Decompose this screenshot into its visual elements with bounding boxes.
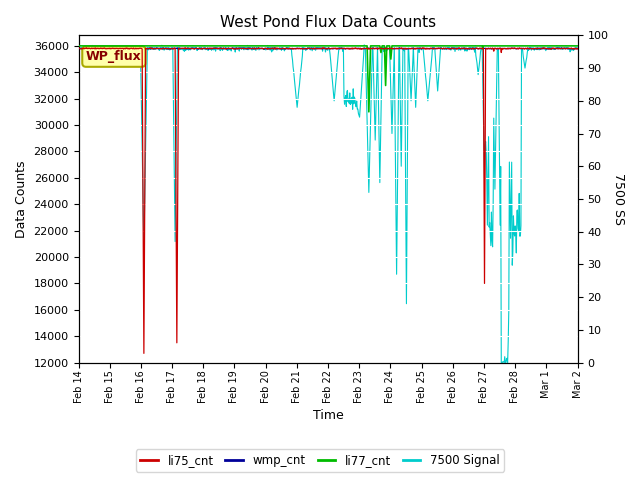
- Y-axis label: 7500 SS: 7500 SS: [612, 173, 625, 225]
- Legend: li75_cnt, wmp_cnt, li77_cnt, 7500 Signal: li75_cnt, wmp_cnt, li77_cnt, 7500 Signal: [136, 449, 504, 472]
- Y-axis label: Data Counts: Data Counts: [15, 160, 28, 238]
- Title: West Pond Flux Data Counts: West Pond Flux Data Counts: [220, 15, 436, 30]
- X-axis label: Time: Time: [313, 409, 344, 422]
- Text: WP_flux: WP_flux: [86, 50, 142, 63]
